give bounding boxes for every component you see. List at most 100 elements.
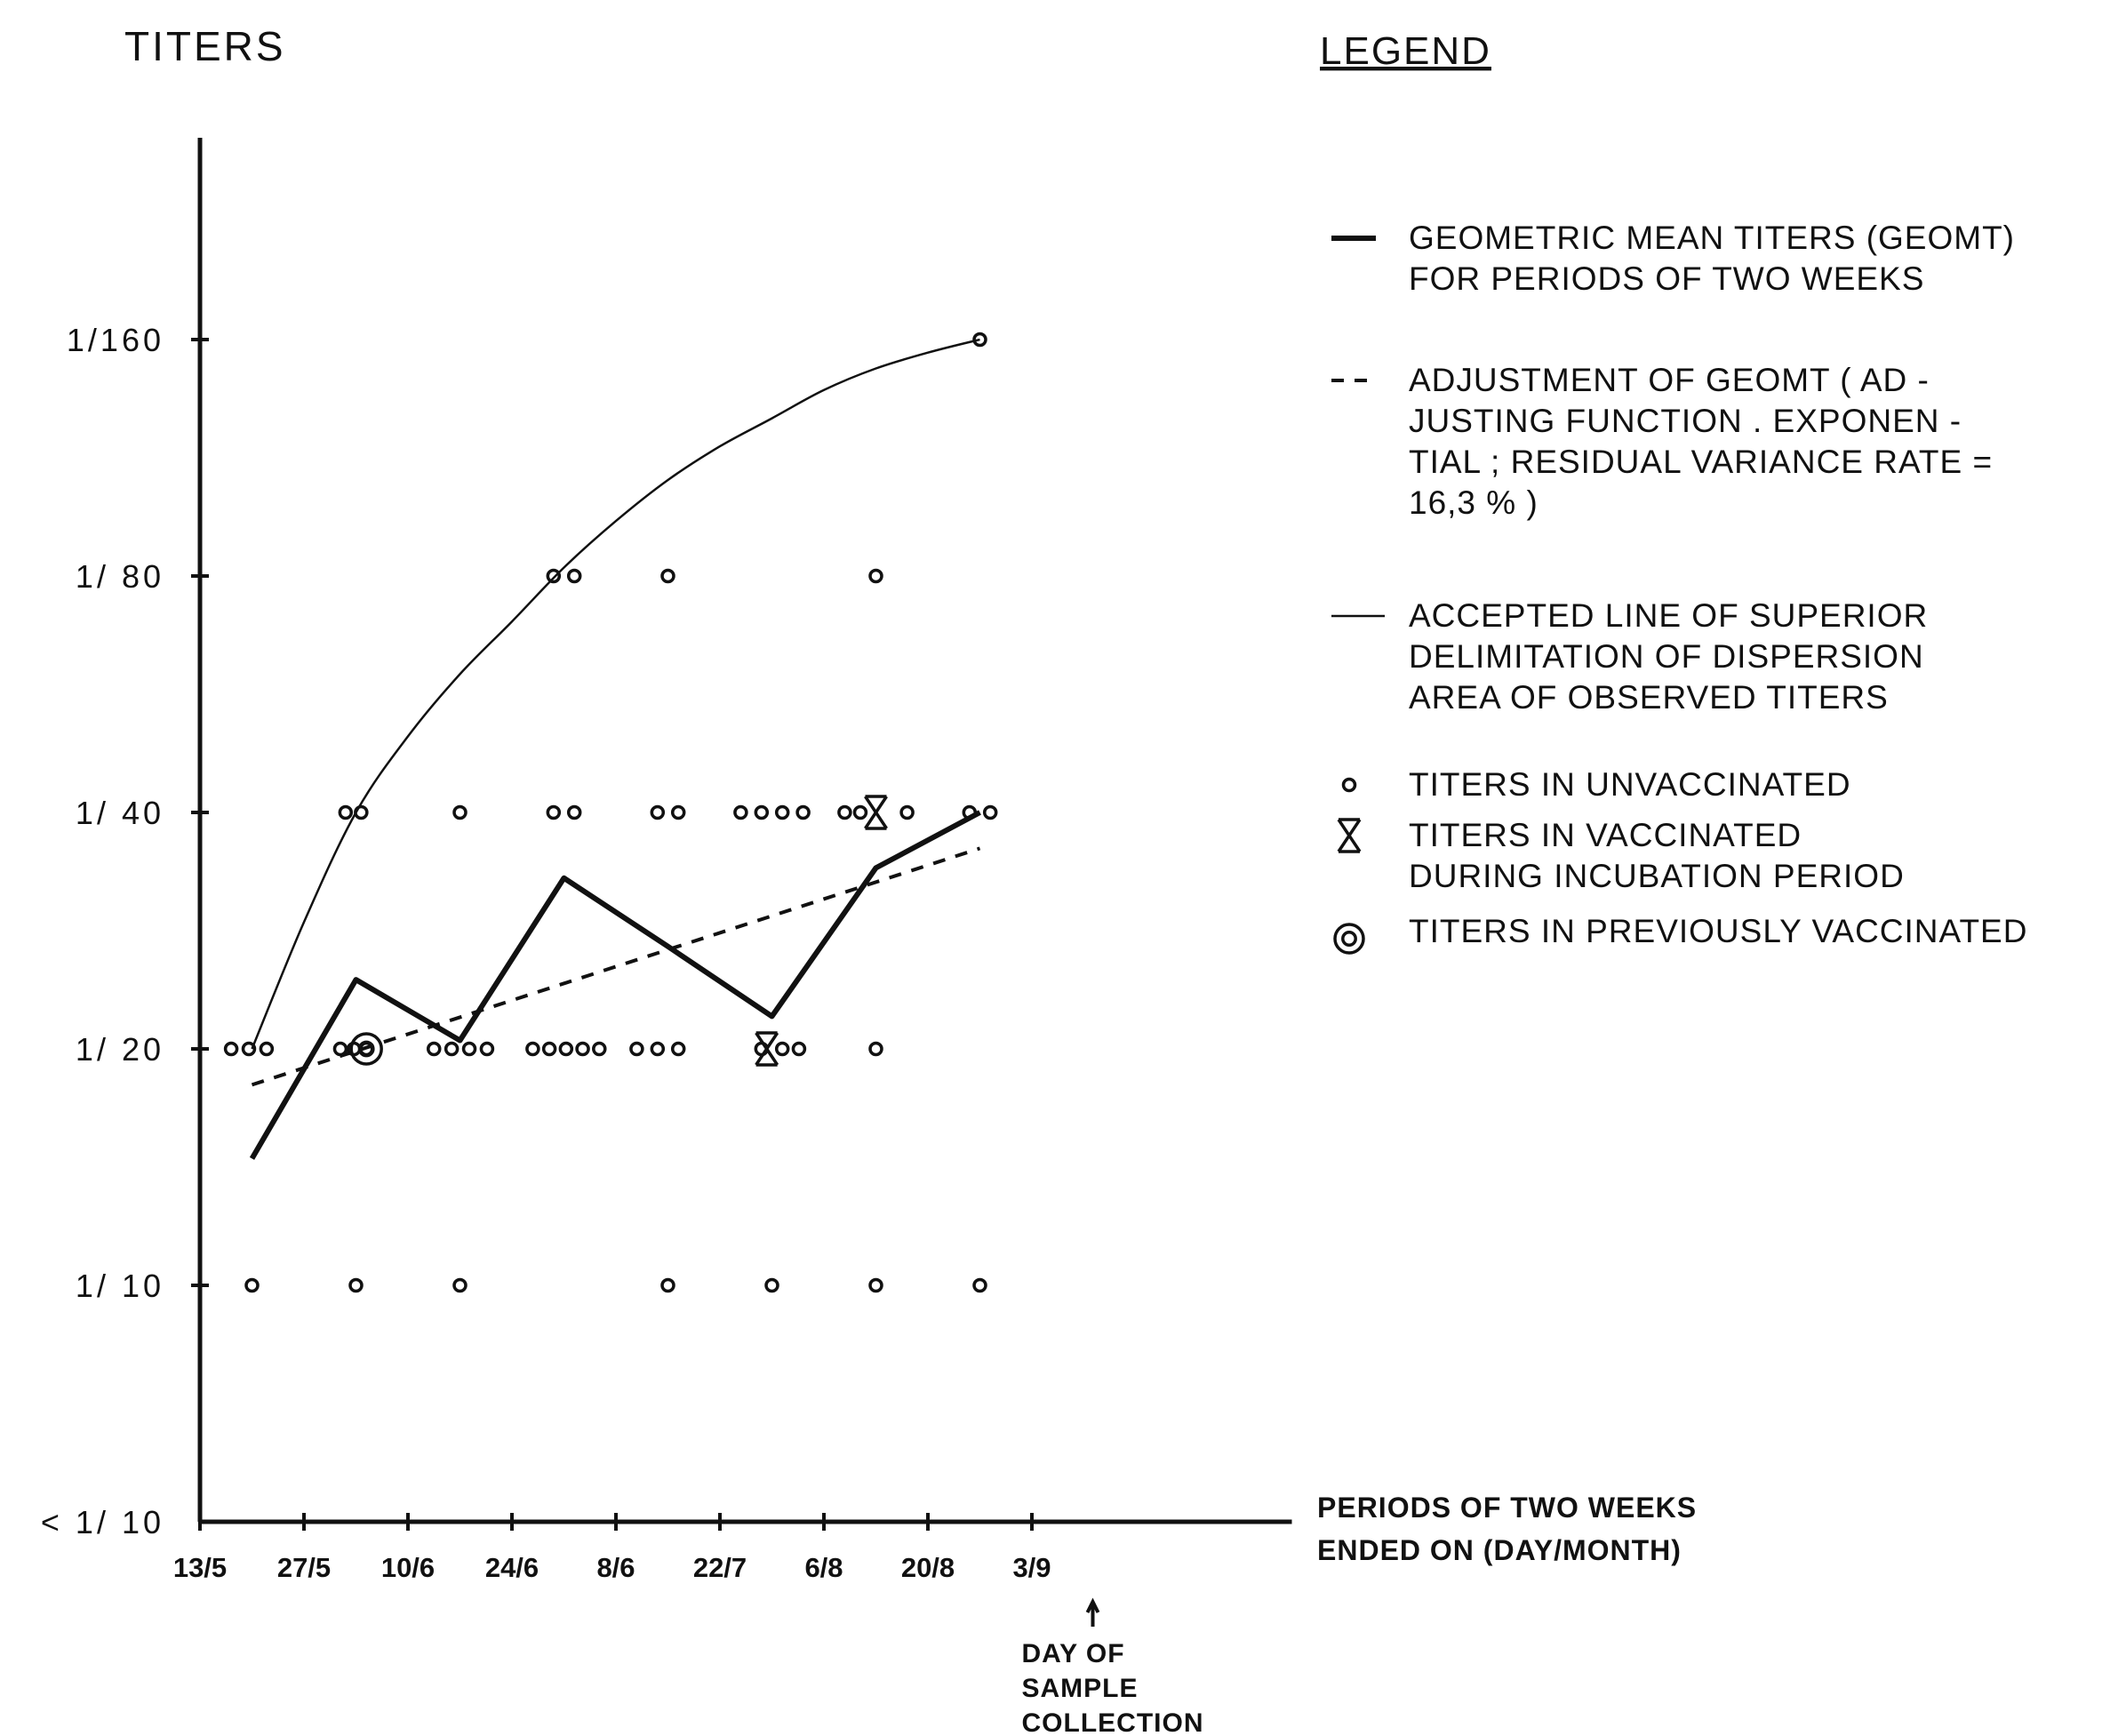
legend-text-line: JUSTING FUNCTION . EXPONEN -	[1409, 403, 1962, 439]
ring-outer	[349, 1032, 383, 1066]
previously-vaccinated-point	[349, 1032, 383, 1066]
x-mark-stroke	[755, 1032, 779, 1066]
annotation-line: COLLECTION	[1022, 1708, 1204, 1736]
y-axis-title: TITERS	[124, 23, 286, 69]
vaccinated-incubation-point	[864, 795, 888, 830]
unvaccinated-point	[972, 332, 987, 348]
legend-text-line: DURING INCUBATION PERIOD	[1409, 858, 1905, 894]
unvaccinated-point	[795, 804, 811, 820]
annotation-line: SAMPLE	[1022, 1674, 1139, 1703]
unvaccinated-point	[592, 1041, 607, 1057]
x-tick-label: 6/8	[804, 1552, 843, 1583]
axes	[197, 138, 1292, 1524]
x-ticks: 13/5 27/5 10/6 24/6 8/6 22/7 6/8 20/8 3/9	[173, 1513, 1051, 1583]
legend-text-line: DELIMITATION OF DISPERSION	[1409, 638, 1924, 675]
unvaccinated-point	[525, 1041, 540, 1057]
unvaccinated-point	[244, 1277, 260, 1293]
unvaccinated-point	[223, 1041, 239, 1057]
unvaccinated-point	[670, 1041, 686, 1057]
legend-title: LEGEND	[1320, 29, 1491, 73]
ring-inner	[357, 1040, 375, 1058]
unvaccinated-point	[670, 804, 686, 820]
unvaccinated-point	[259, 1041, 275, 1057]
x-tick-label: 13/5	[173, 1552, 227, 1583]
x-axis-title: PERIODS OF TWO WEEKS ENDED ON (DAY/MONTH)	[1317, 1492, 1697, 1566]
legend-text-line: 16,3 % )	[1409, 484, 1539, 521]
superior-delimitation-line	[251, 338, 980, 1050]
unvaccinated-point	[774, 1041, 790, 1057]
unvaccinated-point	[348, 1277, 364, 1293]
unvaccinated-point	[444, 1041, 460, 1057]
legend-symbol-circle	[1341, 777, 1357, 793]
unvaccinated-point	[650, 804, 666, 820]
unvaccinated-point	[461, 1041, 477, 1057]
legend: LEGEND GEOMETRIC MEAN TITERS (GEOMT) FOR P…	[1320, 29, 2027, 955]
unvaccinated-point	[575, 1041, 590, 1057]
legend-text-line: FOR PERIODS OF TWO WEEKS	[1409, 260, 1924, 297]
unvaccinated-point	[546, 804, 562, 820]
unvaccinated-point	[774, 804, 790, 820]
geometric-mean-line	[249, 810, 981, 1160]
x-axis-title-line: PERIODS OF TWO WEEKS	[1317, 1492, 1697, 1524]
x-axis-title-line: ENDED ON (DAY/MONTH)	[1317, 1534, 1682, 1566]
x-tick-label: 24/6	[485, 1552, 539, 1583]
unvaccinated-point	[868, 568, 883, 584]
y-tick-label: 1/ 80	[76, 558, 164, 595]
annotation-line: DAY OF	[1022, 1639, 1125, 1668]
unvaccinated-point	[354, 804, 369, 820]
y-tick-label: 1/ 10	[76, 1268, 164, 1304]
unvaccinated-point	[566, 804, 582, 820]
unvaccinated-point	[558, 1041, 574, 1057]
x-mark-stroke	[864, 796, 888, 829]
unvaccinated-point	[332, 1041, 348, 1057]
unvaccinated-point	[660, 1277, 675, 1293]
unvaccinated-point	[962, 804, 978, 820]
legend-text-line: TITERS IN PREVIOUSLY VACCINATED	[1409, 913, 2027, 949]
unvaccinated-point	[479, 1041, 495, 1057]
unvaccinated-point	[541, 1041, 557, 1057]
legend-text-line: TITERS IN UNVACCINATED	[1409, 766, 1851, 803]
legend-entry: TITERS IN PREVIOUSLY VACCINATED	[1333, 913, 2027, 955]
unvaccinated-point	[338, 804, 354, 820]
y-ticks: < 1/ 10 1/ 10 1/ 20 1/ 40 1/ 80 1/160	[41, 322, 209, 1540]
x-tick-label: 20/8	[901, 1552, 955, 1583]
x-tick-label: 22/7	[693, 1552, 747, 1583]
x-tick-label: 8/6	[596, 1552, 635, 1583]
legend-entry: GEOMETRIC MEAN TITERS (GEOMT) FOR PERIODS…	[1331, 220, 2014, 297]
unvaccinated-point	[791, 1041, 807, 1057]
legend-text-line: TITERS IN VACCINATED	[1409, 817, 1802, 853]
sample-collection-annotation: DAY OF SAMPLE COLLECTION	[1022, 1597, 1204, 1736]
legend-symbol-ringed-circle	[1333, 923, 1365, 955]
y-tick-label: 1/ 20	[76, 1031, 164, 1068]
unvaccinated-point	[899, 804, 915, 820]
unvaccinated-point	[868, 1041, 883, 1057]
unvaccinated-point	[764, 1277, 779, 1293]
x-tick-label: 3/9	[1012, 1552, 1051, 1583]
unvaccinated-point	[566, 568, 582, 584]
unvaccinated-point	[452, 804, 468, 820]
y-tick-label: 1/160	[67, 322, 164, 358]
ring-outer	[1333, 923, 1365, 955]
unvaccinated-point	[546, 568, 562, 584]
unvaccinated-point	[452, 1277, 468, 1293]
unvaccinated-point	[982, 804, 998, 820]
vaccinated-incubation-point	[755, 1031, 779, 1067]
x-mark-stroke	[1337, 819, 1362, 852]
y-tick-label: 1/ 40	[76, 795, 164, 831]
annotation-arrowhead	[1085, 1597, 1100, 1613]
legend-text-line: AREA OF OBSERVED TITERS	[1409, 679, 1889, 716]
data-points	[223, 332, 998, 1293]
ring-inner	[1341, 931, 1357, 947]
unvaccinated-point	[868, 1277, 883, 1293]
legend-entry: TITERS IN VACCINATED DURING INCUBATION PE…	[1337, 817, 1905, 894]
legend-text-line: ACCEPTED LINE OF SUPERIOR	[1409, 597, 1928, 634]
unvaccinated-point	[629, 1041, 644, 1057]
unvaccinated-point	[650, 1041, 666, 1057]
unvaccinated-point	[972, 1277, 987, 1293]
legend-text-line: ADJUSTMENT OF GEOMT ( AD -	[1409, 362, 1930, 398]
unvaccinated-point	[241, 1041, 257, 1057]
x-tick-label: 27/5	[277, 1552, 331, 1583]
legend-entry: TITERS IN UNVACCINATED	[1341, 766, 1851, 803]
legend-entry: ACCEPTED LINE OF SUPERIOR DELIMITATION OF…	[1331, 597, 1928, 716]
